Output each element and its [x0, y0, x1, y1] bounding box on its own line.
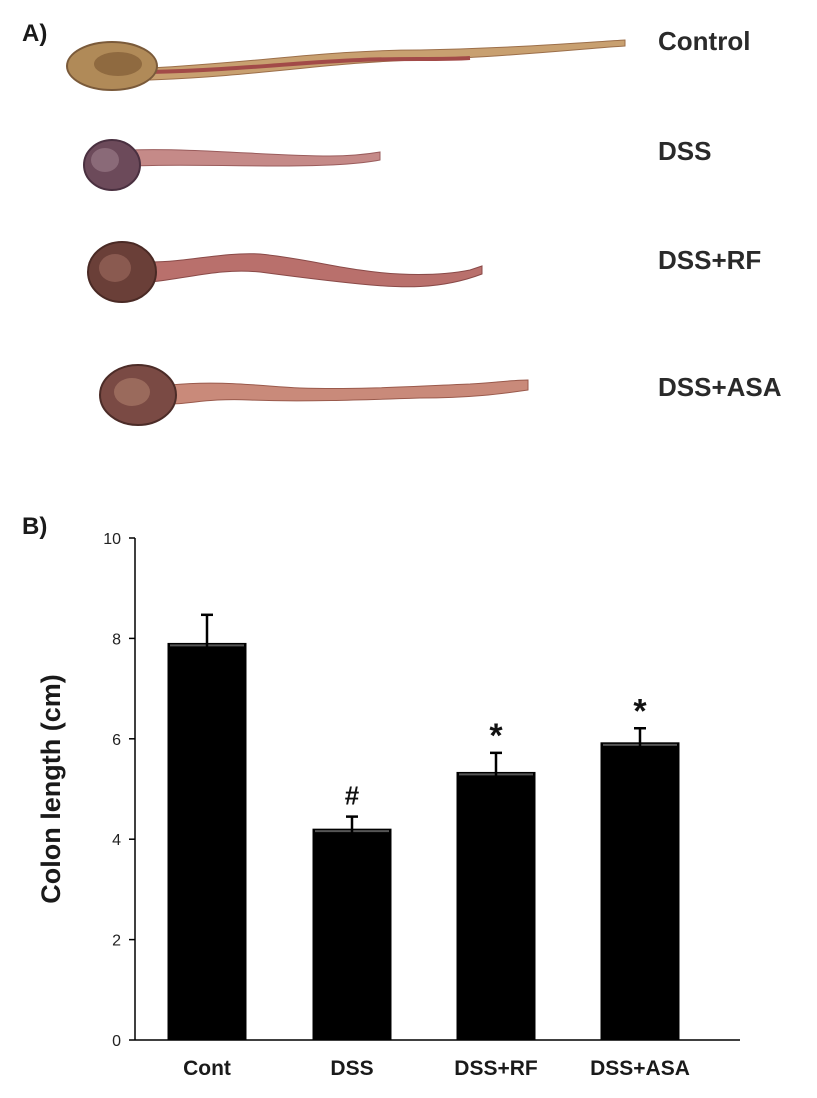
significance-marker: *	[633, 692, 647, 730]
colon-photo-panel	[66, 39, 626, 426]
y-tick-label: 6	[112, 732, 121, 749]
bar-cont	[167, 642, 247, 1041]
y-tick-label: 2	[112, 933, 121, 950]
panel-a-label: A)	[22, 20, 48, 47]
specimen-label-dss-rf: DSS+RF	[658, 245, 762, 275]
significance-marker: *	[489, 717, 503, 755]
bar-dss-asa	[600, 742, 680, 1041]
x-category-label: Cont	[183, 1057, 231, 1080]
specimen-label-dss: DSS	[658, 136, 712, 166]
y-tick-label: 8	[112, 631, 121, 648]
x-category-label: DSS	[330, 1057, 373, 1080]
bar-dss-rf	[456, 771, 536, 1041]
x-category-label: DSS+ASA	[590, 1057, 690, 1080]
y-tick-label: 10	[103, 531, 121, 548]
colon-specimen-dss-rf	[87, 241, 483, 303]
y-tick-label: 4	[112, 832, 121, 849]
panel-b-label: B)	[22, 513, 48, 540]
x-category-label: DSS+RF	[454, 1057, 538, 1080]
specimen-label-control: Control	[658, 26, 751, 56]
bar-dss	[312, 828, 392, 1041]
specimen-label-dss-asa: DSS+ASA	[658, 372, 782, 402]
significance-marker: #	[345, 781, 360, 811]
colon-specimen-control	[66, 39, 626, 91]
colon-specimen-dss	[83, 139, 381, 191]
y-axis-label: Colon length (cm)	[36, 674, 66, 903]
colon-specimen-dss-asa	[99, 364, 529, 426]
y-tick-label: 0	[112, 1033, 121, 1050]
